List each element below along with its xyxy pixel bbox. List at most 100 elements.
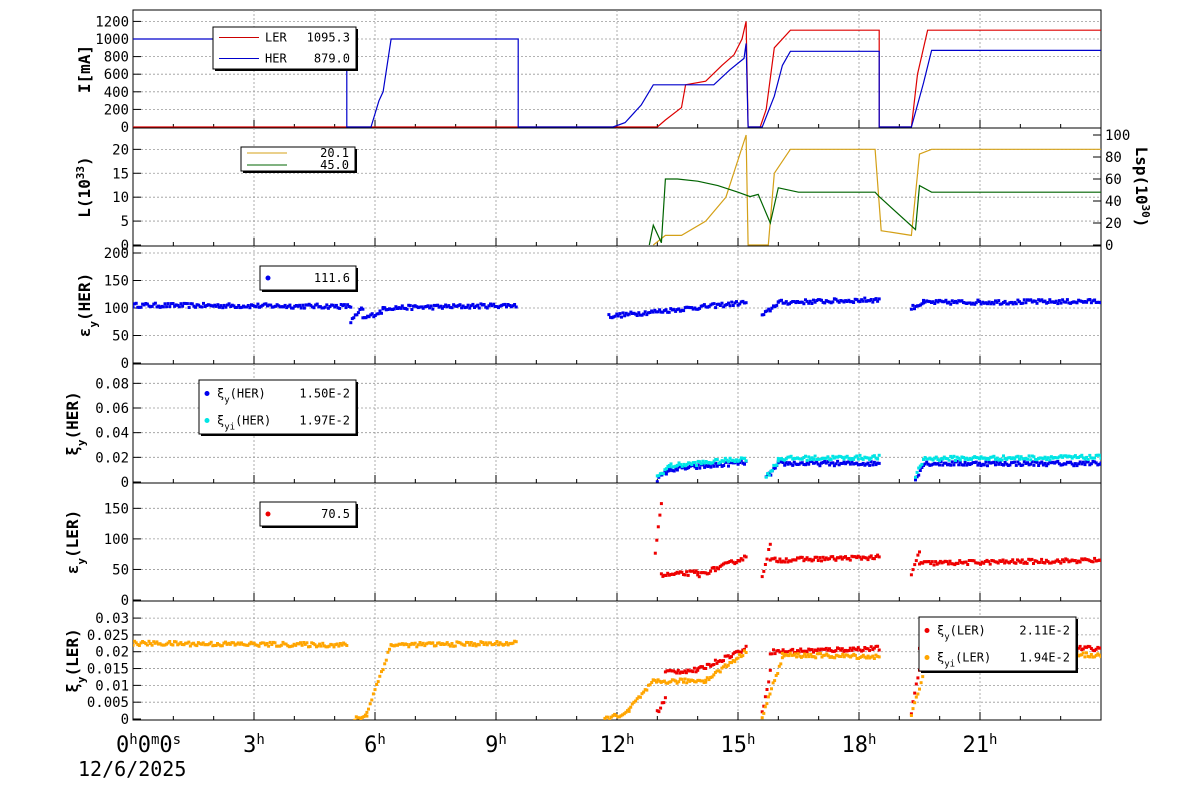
data-point <box>505 305 508 309</box>
data-point <box>918 550 921 554</box>
data-point <box>820 461 823 465</box>
data-point <box>784 557 788 561</box>
data-point <box>187 640 191 644</box>
data-point <box>768 542 772 546</box>
data-point <box>953 563 957 567</box>
data-point <box>743 456 746 460</box>
data-point <box>735 300 738 304</box>
data-point <box>1035 301 1039 305</box>
data-point <box>216 303 220 307</box>
data-point <box>823 301 827 305</box>
data-point <box>871 648 875 651</box>
data-point <box>709 676 713 679</box>
data-point <box>193 643 197 647</box>
data-point <box>1075 301 1079 305</box>
data-point <box>171 643 175 647</box>
series-group <box>653 502 1101 579</box>
data-point <box>659 310 663 314</box>
data-point <box>826 460 830 464</box>
data-point <box>696 307 700 311</box>
data-point <box>923 462 927 466</box>
data-point <box>765 557 769 561</box>
data-point <box>380 670 383 674</box>
data-point <box>1014 463 1018 467</box>
data-point <box>765 309 769 313</box>
data-point <box>797 650 801 654</box>
data-point <box>268 640 272 644</box>
data-point <box>855 298 859 302</box>
data-point <box>784 650 788 654</box>
data-point <box>251 304 255 307</box>
data-point <box>436 303 440 307</box>
data-point <box>771 681 775 685</box>
data-point <box>715 458 719 462</box>
data-point <box>920 466 924 469</box>
data-point <box>739 650 743 654</box>
data-point <box>354 715 358 719</box>
data-point <box>384 658 388 662</box>
data-point <box>420 305 424 309</box>
data-point <box>955 455 959 459</box>
data-point <box>990 300 994 304</box>
data-point <box>864 462 868 466</box>
y2-tick-label: 40 <box>1105 194 1122 210</box>
data-point <box>144 302 148 305</box>
x-tick-label: 15h <box>721 732 756 758</box>
data-point <box>495 640 499 643</box>
data-point <box>933 302 937 305</box>
data-point <box>1057 462 1061 466</box>
data-point <box>741 456 745 460</box>
data-point <box>982 456 986 460</box>
data-point <box>1041 457 1045 461</box>
data-point <box>868 555 872 559</box>
data-point <box>806 653 810 657</box>
data-point <box>661 680 665 683</box>
data-point <box>736 559 740 562</box>
data-point <box>338 306 342 310</box>
data-point <box>1078 454 1082 458</box>
data-point <box>800 457 804 461</box>
data-point <box>872 460 876 464</box>
data-point <box>147 304 151 308</box>
data-point <box>1029 458 1033 462</box>
data-point <box>760 575 764 579</box>
data-point <box>1013 460 1017 464</box>
data-point <box>797 462 801 466</box>
data-point <box>971 461 975 465</box>
data-point <box>643 688 647 692</box>
data-point <box>1067 461 1071 465</box>
data-point <box>655 709 659 713</box>
data-point <box>224 640 227 644</box>
data-point <box>1070 456 1074 460</box>
data-point <box>1094 647 1098 651</box>
data-point <box>836 455 840 459</box>
data-point <box>1091 456 1095 460</box>
data-point <box>811 655 814 659</box>
data-point <box>941 463 945 467</box>
data-point <box>731 304 735 307</box>
data-point <box>1008 456 1012 460</box>
data-point <box>667 465 671 469</box>
data-point <box>998 559 1002 563</box>
data-point <box>489 641 492 645</box>
legend: 20.145.0 <box>240 146 357 173</box>
data-point <box>1083 655 1087 659</box>
data-point <box>733 460 737 463</box>
data-point <box>731 560 735 564</box>
data-point <box>934 560 938 564</box>
data-point <box>294 304 298 307</box>
data-point <box>630 702 634 706</box>
legend-name: ξyi(LER) <box>937 651 991 670</box>
data-point <box>265 642 269 645</box>
data-point <box>863 463 867 467</box>
data-point <box>416 643 420 647</box>
data-point <box>400 642 404 646</box>
data-point <box>184 641 188 645</box>
data-point <box>279 643 283 647</box>
data-point <box>853 653 857 657</box>
data-point <box>691 461 695 465</box>
data-point <box>923 456 927 459</box>
data-point <box>712 663 716 666</box>
legend-value: 70.5 <box>321 507 350 521</box>
data-point <box>799 457 803 461</box>
